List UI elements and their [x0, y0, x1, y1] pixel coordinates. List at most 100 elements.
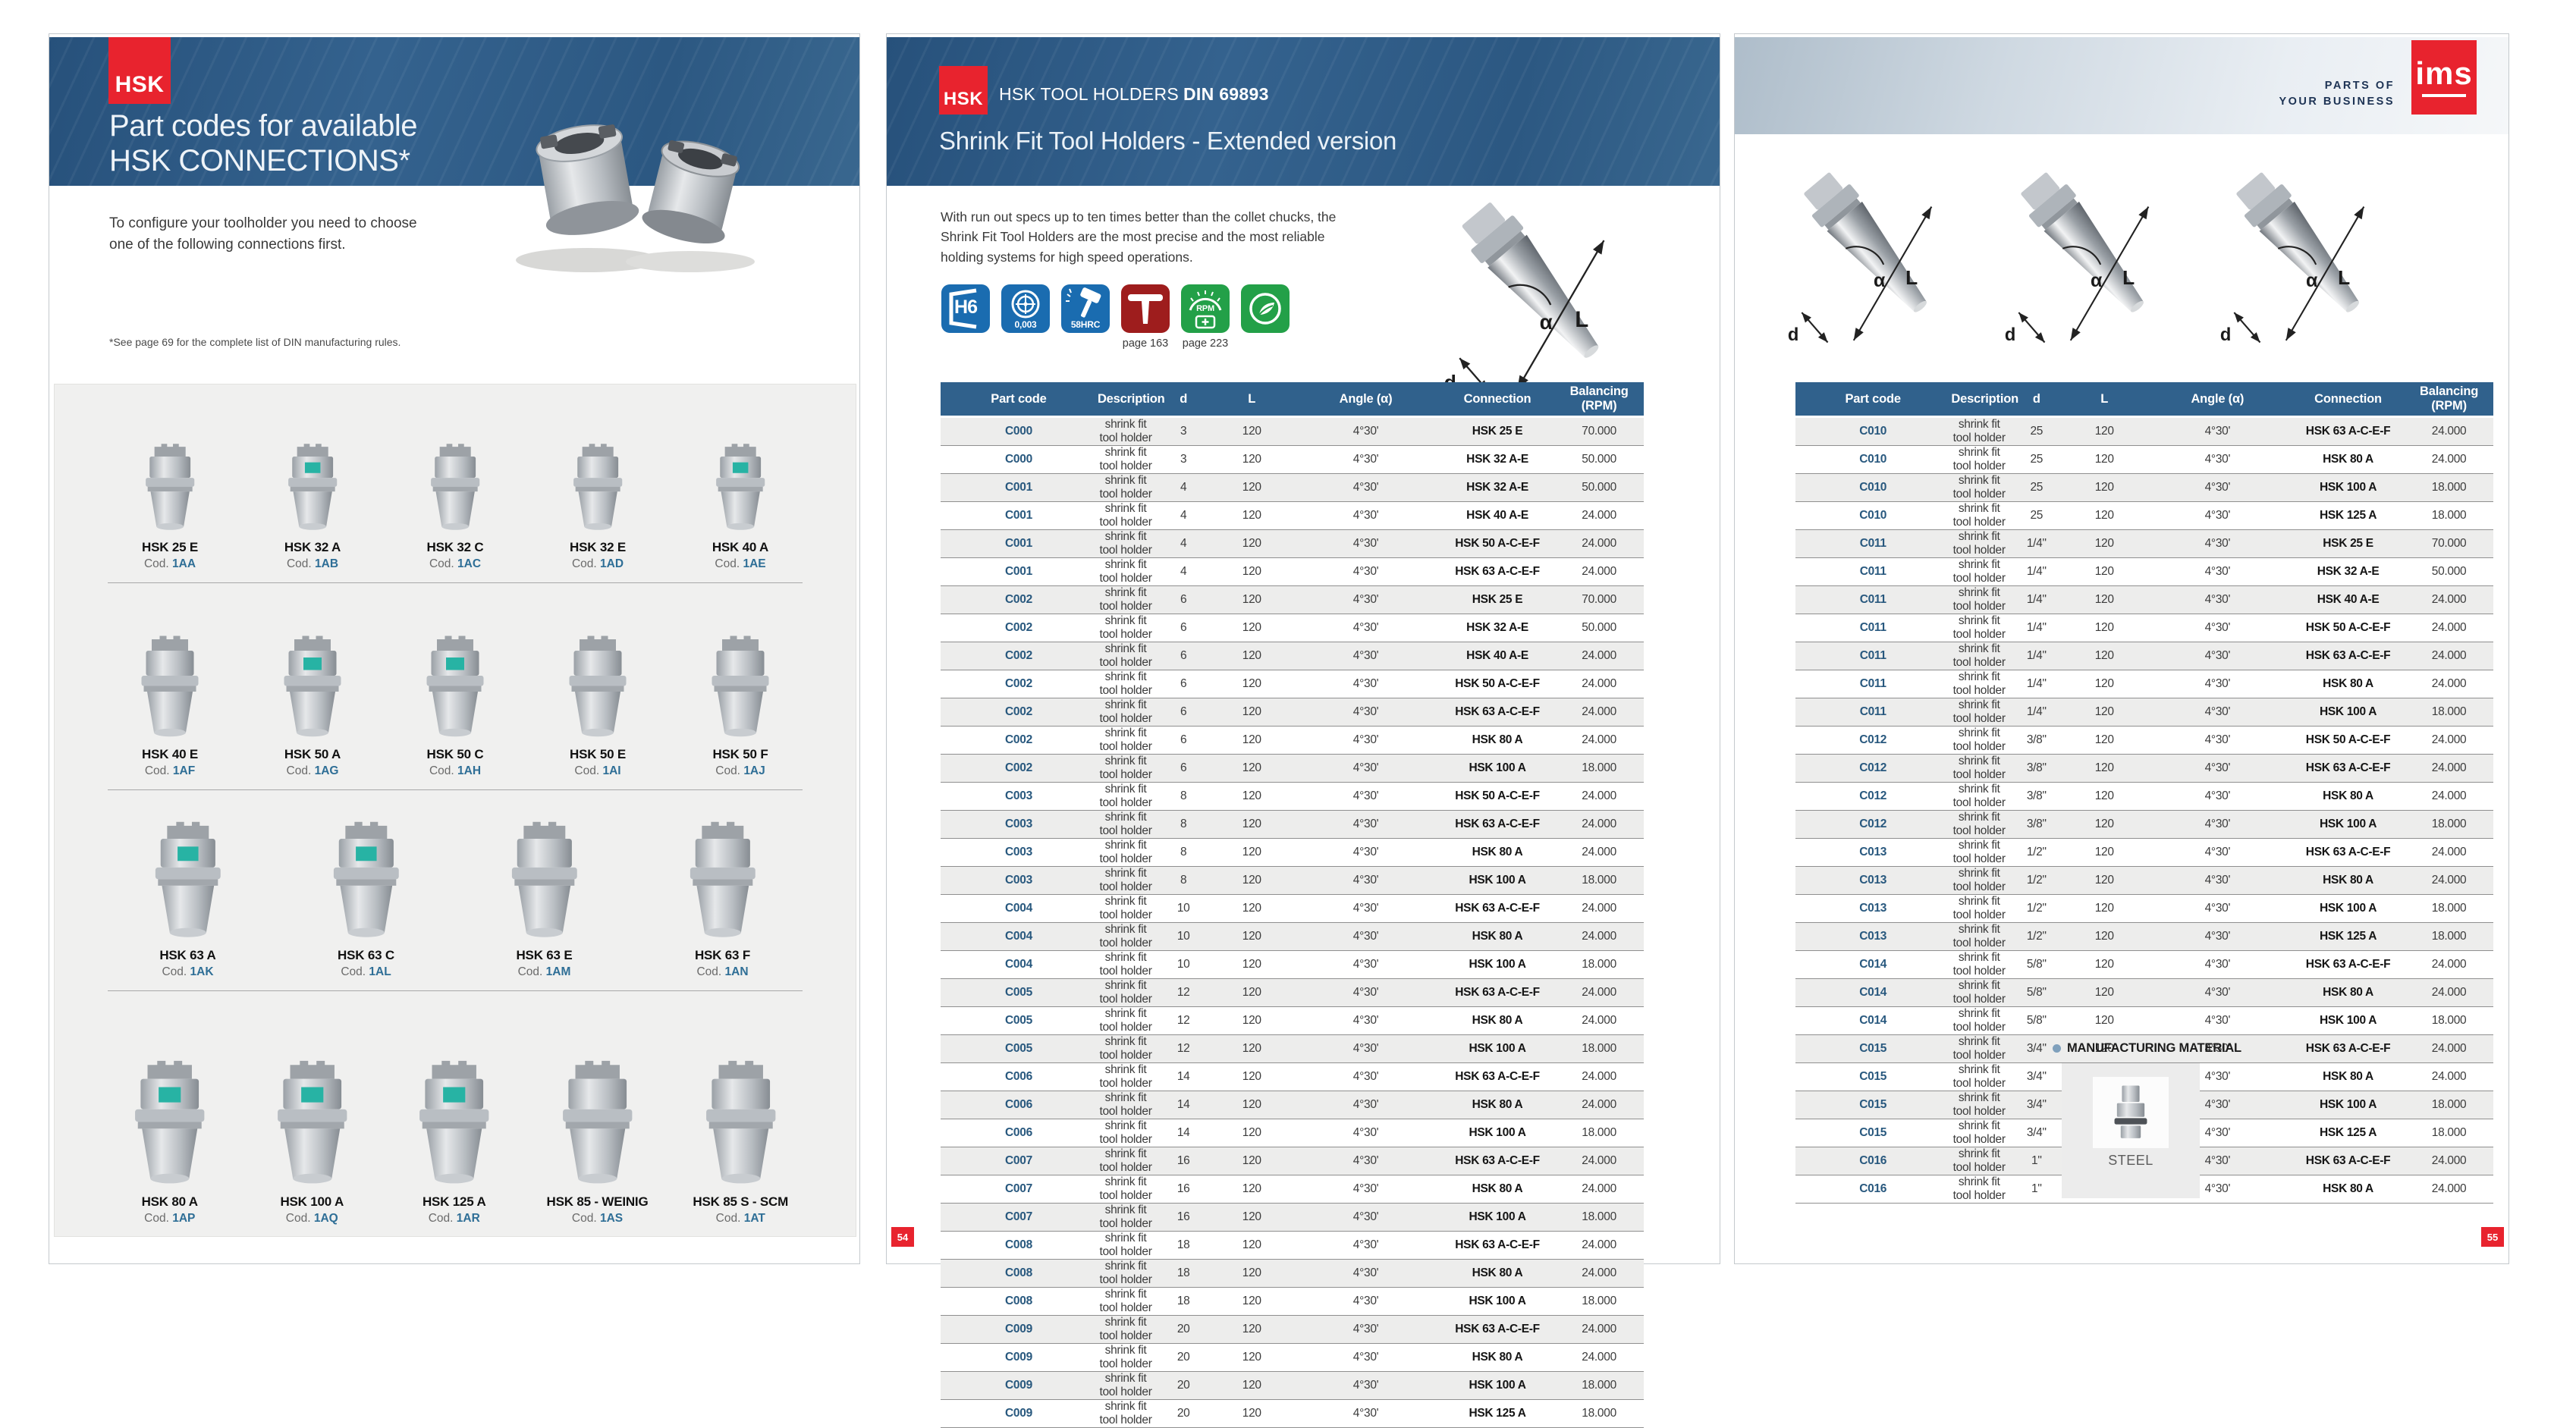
cod-value: 1AT — [743, 1212, 765, 1225]
connection-name: HSK 32 E — [570, 540, 626, 554]
cell-l: 120 — [1242, 1014, 1261, 1027]
cell-d: 25 — [2030, 453, 2044, 466]
cell-balancing: 24.000 — [1582, 1266, 1616, 1279]
cell-balancing: 50.000 — [2431, 565, 2467, 578]
cell-angle: 4°30' — [1352, 425, 1379, 438]
table-row: C012 shrink fit tool holder 3/8" 120 4°3… — [1795, 783, 2493, 811]
table-row: C010 shrink fit tool holder 25 120 4°30'… — [1795, 416, 2493, 446]
cell-angle: 4°30' — [1352, 761, 1379, 774]
cell-l: 120 — [1242, 846, 1261, 858]
column-header: Connection — [1440, 382, 1555, 417]
tagline-line2: YOUR BUSINESS — [2279, 96, 2395, 108]
hardness-value: 58HRC — [1070, 319, 1101, 330]
intro-text: With run out specs up to ten times bette… — [941, 209, 1337, 265]
cell-d: 4 — [1180, 481, 1187, 494]
page-shrink-fit-54: HSK HSK TOOL HOLDERS DIN 69893 Shrink Fit… — [886, 33, 1720, 1428]
cell-balancing: 24.000 — [2431, 425, 2467, 438]
cell-description: shrink fit tool holder — [1952, 727, 2006, 753]
column-header: L — [2065, 382, 2144, 417]
cell-angle: 4°30' — [1352, 1154, 1379, 1167]
connection-code: Cod. 1AB — [287, 557, 338, 571]
tool-icon-caption: page 163 — [1122, 337, 1169, 350]
cod-value: 1AI — [602, 764, 621, 777]
cell-balancing: 24.000 — [1582, 1323, 1616, 1335]
cod-prefix: Cod. — [715, 1212, 741, 1225]
tool-holder-image — [333, 821, 399, 937]
tool-holder-image — [419, 1060, 489, 1184]
length-label: L — [1575, 308, 1588, 332]
cell-description: shrink fit tool holder — [1099, 1035, 1152, 1062]
cell-d: 18 — [1176, 1295, 1190, 1307]
cell-balancing: 18.000 — [2431, 481, 2467, 494]
cell-balancing: 24.000 — [1582, 902, 1616, 915]
cell-l: 120 — [2094, 733, 2114, 746]
cell-l: 120 — [1242, 1154, 1261, 1167]
cell-connection: HSK 100 A — [2319, 481, 2377, 494]
connection-code: Cod. 1AG — [287, 764, 339, 778]
hsk-badge: HSK — [108, 37, 171, 104]
cell-l: 120 — [2094, 1042, 2114, 1055]
cell-balancing: 24.000 — [1582, 789, 1616, 802]
table-row: C000 shrink fit tool holder 3 120 4°30' … — [941, 416, 1644, 446]
cell-part-code: C000 — [1005, 453, 1032, 466]
cell-description: shrink fit tool holder — [1099, 839, 1152, 865]
connection-code: Cod. 1AE — [715, 557, 765, 571]
cell-d: 3/4" — [2026, 1098, 2047, 1111]
cell-description: shrink fit tool holder — [1952, 1007, 2006, 1034]
cell-d: 16 — [1176, 1182, 1190, 1195]
table-row: C002 shrink fit tool holder 6 120 4°30' … — [941, 754, 1644, 783]
cell-l: 120 — [1242, 1379, 1261, 1392]
cell-part-code: C011 — [1859, 677, 1886, 690]
page-hsk-connections: HSK Part codes for available HSK CONNECT… — [49, 33, 860, 1264]
cell-description: shrink fit tool holder — [1099, 811, 1152, 837]
cell-d: 5/8" — [2026, 1014, 2047, 1027]
cell-description: shrink fit tool holder — [1952, 530, 2006, 557]
cell-description: shrink fit tool holder — [1099, 923, 1152, 949]
cell-part-code: C012 — [1859, 761, 1887, 774]
connection-item: HSK 63 F Cod. 1AN — [676, 821, 770, 991]
cell-connection: HSK 80 A — [1472, 846, 1523, 858]
cell-l: 120 — [2094, 902, 2114, 915]
table-row: C010 shrink fit tool holder 25 120 4°30'… — [1795, 502, 2493, 530]
cell-part-code: C002 — [1005, 621, 1032, 634]
cell-part-code: C010 — [1859, 453, 1887, 466]
cell-description: shrink fit tool holder — [1099, 1175, 1152, 1202]
cell-description: shrink fit tool holder — [1099, 474, 1152, 501]
cell-l: 120 — [1242, 986, 1261, 999]
cell-part-code: C010 — [1859, 425, 1887, 438]
cell-description: shrink fit tool holder — [1099, 1091, 1152, 1118]
feature-icons: H6 0,003 58H — [941, 284, 1290, 350]
cell-part-code: C011 — [1859, 593, 1886, 606]
cell-description: shrink fit tool holder — [1952, 558, 2006, 585]
cell-part-code: C000 — [1005, 425, 1032, 438]
table-row: C004 shrink fit tool holder 10 120 4°30'… — [941, 895, 1644, 923]
connection-item: HSK 32 C Cod. 1AC — [420, 443, 490, 583]
manufacturing-material-heading: MANUFACTURING MATERIAL — [2053, 1041, 2241, 1056]
table-row: C002 shrink fit tool holder 6 120 4°30' … — [941, 670, 1644, 698]
cell-d: 3/8" — [2026, 818, 2047, 830]
cod-prefix: Cod. — [429, 557, 454, 570]
column-header: Angle (α) — [2143, 382, 2292, 417]
table-row: C003 shrink fit tool holder 8 120 4°30' … — [941, 783, 1644, 811]
table-row: C001 shrink fit tool holder 4 120 4°30' … — [941, 558, 1644, 586]
cod-prefix: Cod. — [341, 965, 366, 978]
cell-l: 120 — [1242, 565, 1261, 578]
cell-connection: HSK 80 A — [2323, 1182, 2373, 1195]
connection-name: HSK 100 A — [280, 1194, 344, 1209]
dimension-diagram: L d α — [1788, 172, 1933, 345]
cell-balancing: 24.000 — [1582, 1070, 1616, 1083]
cell-balancing: 18.000 — [1582, 1407, 1616, 1420]
table-row: C002 shrink fit tool holder 6 120 4°30' … — [941, 727, 1644, 755]
cell-l: 120 — [2094, 761, 2114, 774]
cell-balancing: 24.000 — [1582, 705, 1616, 718]
cod-prefix: Cod. — [429, 764, 454, 777]
connection-item: HSK 50 A Cod. 1AG — [272, 635, 353, 790]
cell-d: 4 — [1180, 565, 1187, 578]
cell-angle: 4°30' — [2204, 1070, 2231, 1083]
cell-part-code: C010 — [1859, 509, 1887, 522]
table-header: Part code Description d L Angle (α) Connectio… — [1795, 382, 2493, 417]
ims-logo-text: ims — [2415, 55, 2473, 91]
cell-l: 120 — [1242, 649, 1261, 662]
cell-description: shrink fit tool holder — [1099, 1260, 1152, 1286]
